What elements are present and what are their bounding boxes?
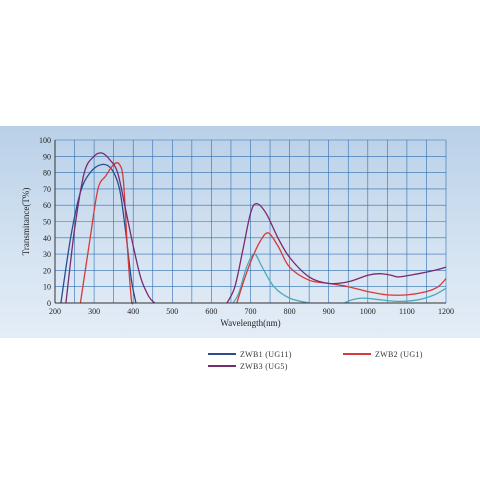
series-line-zwb2-ug1 xyxy=(79,162,134,305)
y-tick-label: 60 xyxy=(43,201,51,210)
x-tick-label: 500 xyxy=(166,307,178,316)
series-lines xyxy=(60,152,447,305)
x-tick-label: 1000 xyxy=(360,307,376,316)
x-tick-label: 900 xyxy=(323,307,335,316)
legend: ZWB1 (UG11) ZWB2 (UG1) ZWB3 (UG5) xyxy=(208,350,423,371)
x-tick-label: 600 xyxy=(205,307,217,316)
x-axis-title: Wavelength(nm) xyxy=(220,318,280,328)
y-tick-label: 90 xyxy=(43,152,51,161)
legend-label: ZWB2 (UG1) xyxy=(375,350,423,359)
tick-labels: 200 300 400 500 600 700 800 900 1000 1100 1200 0 10 2… xyxy=(39,136,454,316)
y-tick-label: 50 xyxy=(43,218,51,227)
series-line-zwb1-ug11 xyxy=(60,163,137,304)
x-tick-label: 800 xyxy=(284,307,296,316)
axes xyxy=(54,140,446,304)
y-tick-label: 100 xyxy=(39,136,51,145)
x-tick-label: 200 xyxy=(49,307,61,316)
x-tick-label: 400 xyxy=(127,307,139,316)
y-tick-label: 0 xyxy=(47,299,51,308)
y-axis-title: Transmitance(T%) xyxy=(21,188,31,256)
y-tick-label: 80 xyxy=(43,169,51,178)
series-line-zwb3-ug5 xyxy=(65,152,156,304)
y-tick-label: 10 xyxy=(43,283,51,292)
series-line-zwb3-ug5 xyxy=(226,202,447,304)
y-tick-label: 30 xyxy=(43,250,51,259)
legend-label: ZWB3 (UG5) xyxy=(240,362,288,371)
y-tick-label: 70 xyxy=(43,185,51,194)
x-tick-label: 1100 xyxy=(399,307,415,316)
x-tick-label: 300 xyxy=(88,307,100,316)
legend-label: ZWB1 (UG11) xyxy=(240,350,292,359)
y-tick-label: 20 xyxy=(43,266,51,275)
y-tick-label: 40 xyxy=(43,234,51,243)
x-tick-label: 700 xyxy=(245,307,257,316)
x-tick-label: 1200 xyxy=(438,307,454,316)
series-line-zwb1-ug11 xyxy=(232,253,310,304)
series-line-zwb2-ug1 xyxy=(236,232,447,304)
series-line-zwb1-ug11 xyxy=(344,287,447,304)
